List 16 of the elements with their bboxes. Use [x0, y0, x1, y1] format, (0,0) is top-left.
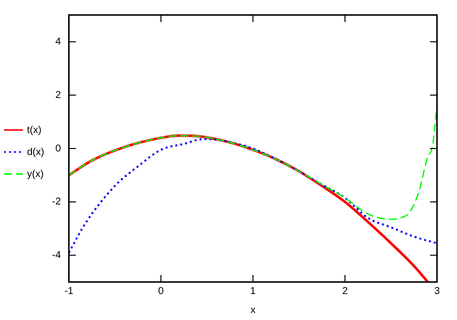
- y-tick-label: 4: [55, 36, 62, 48]
- x-axis-title: x: [250, 304, 256, 316]
- legend-label: d(x): [27, 147, 44, 158]
- line-series: [68, 105, 437, 220]
- legend-label: t(x): [27, 125, 42, 136]
- line-series: [68, 138, 437, 254]
- x-tick-label: 3: [434, 286, 440, 297]
- y-tick-label: -4: [52, 250, 62, 262]
- y-tick-label: 2: [55, 90, 62, 101]
- x-tick-label: 2: [342, 286, 348, 297]
- y-tick-label: 0: [55, 143, 62, 154]
- legend-label: y(x): [27, 169, 44, 180]
- x-tick-label: 0: [158, 286, 164, 297]
- x-tick-label: 1: [250, 286, 256, 297]
- y-tick-label: -2: [52, 196, 62, 208]
- x-tick-label: -1: [64, 286, 74, 297]
